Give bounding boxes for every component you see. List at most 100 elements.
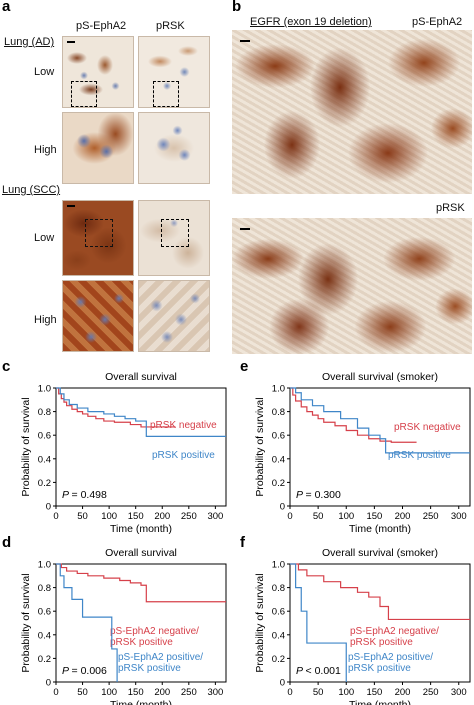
y-tick-label: 0.2 xyxy=(272,654,285,665)
series-label: pS-EphA2 negative/pRSK positive xyxy=(110,626,199,648)
micrograph-egfr-prsk xyxy=(232,218,472,354)
roi-box xyxy=(71,81,97,107)
panel-b-title: EGFR (exon 19 deletion) xyxy=(250,16,372,28)
panel-b-label-ps-epha2: pS-EphA2 xyxy=(412,16,463,28)
y-tick-label: 0.4 xyxy=(38,454,51,465)
group-title-lung-scc: Lung (SCC) xyxy=(2,184,61,196)
chart-title: Overall survival (smoker) xyxy=(322,371,438,383)
x-tick-label: 0 xyxy=(53,511,58,522)
panel-letter-a: a xyxy=(2,0,11,15)
y-tick-label: 0.2 xyxy=(38,654,51,665)
panel-letter-d: d xyxy=(2,534,12,551)
y-tick-label: 0.8 xyxy=(272,407,285,418)
y-tick-label: 0.2 xyxy=(272,478,285,489)
scale-bar xyxy=(67,205,75,207)
y-tick-label: 0.6 xyxy=(272,607,285,618)
series-line-blue xyxy=(290,563,347,682)
x-tick-label: 150 xyxy=(128,687,144,698)
series-label: pRSK positive xyxy=(388,450,451,461)
x-tick-label: 200 xyxy=(395,511,411,522)
x-tick-label: 100 xyxy=(101,511,117,522)
x-tick-label: 200 xyxy=(154,511,170,522)
x-tick-label: 50 xyxy=(313,511,324,522)
col-header-pS-EphA2: pS-EphA2 xyxy=(76,20,127,32)
roi-box xyxy=(153,81,179,107)
scale-bar xyxy=(240,228,250,230)
y-axis-label: Probability of survival xyxy=(20,397,32,496)
y-tick-label: 0.8 xyxy=(38,583,51,594)
x-tick-label: 150 xyxy=(366,511,382,522)
scale-bar xyxy=(67,41,75,43)
x-tick-label: 0 xyxy=(53,687,58,698)
y-tick-label: 0 xyxy=(46,678,51,689)
group-title-lung-ad: Lung (AD) xyxy=(4,36,55,48)
x-tick-label: 150 xyxy=(128,511,144,522)
y-tick-label: 0.4 xyxy=(272,630,285,641)
row-label-high: High xyxy=(34,314,57,326)
x-tick-label: 200 xyxy=(154,687,170,698)
x-axis-label: Time (month) xyxy=(349,523,411,535)
x-tick-label: 250 xyxy=(423,511,439,522)
plot-frame xyxy=(289,563,471,683)
survival-charts: Overall survival 0 0.2 0.4 0.6 0.8 1.0 0 50 100 15… xyxy=(20,371,471,705)
x-tick-label: 50 xyxy=(77,687,88,698)
y-tick-label: 0.4 xyxy=(38,630,51,641)
col-header-pRSK: pRSK xyxy=(156,20,185,32)
y-tick-label: 1.0 xyxy=(38,560,51,571)
roi-box xyxy=(85,219,113,247)
chart-e: Overall survival (smoker) 0 0.2 0.4 0.6 0.8 1.… xyxy=(254,371,471,535)
x-axis-label: Time (month) xyxy=(349,699,411,705)
series-label: pRSK negative xyxy=(394,422,461,433)
y-tick-label: 0.6 xyxy=(38,431,51,442)
series-label: pS-EphA2 positive/pRSK positive xyxy=(348,652,433,674)
micrograph-egfr-ps-epha2 xyxy=(232,30,472,194)
panel-letter-c: c xyxy=(2,358,11,375)
x-tick-label: 150 xyxy=(366,687,382,698)
y-tick-label: 0 xyxy=(46,502,51,513)
x-tick-label: 0 xyxy=(287,687,292,698)
x-tick-label: 300 xyxy=(451,511,467,522)
scale-bar xyxy=(240,40,250,42)
x-tick-label: 50 xyxy=(77,511,88,522)
x-axis-label: Time (month) xyxy=(110,699,172,705)
p-value: P = 0.006 xyxy=(62,665,107,677)
micrograph-scc-low-prsk xyxy=(138,200,210,276)
panel-letter-e: e xyxy=(240,358,249,375)
plot-frame xyxy=(289,387,471,507)
series-line-blue xyxy=(290,387,470,454)
micrograph-ad-low-prsk xyxy=(138,36,210,108)
y-axis-label: Probability of survival xyxy=(20,573,32,672)
x-tick-label: 250 xyxy=(423,687,439,698)
x-axis-label: Time (month) xyxy=(110,523,172,535)
x-tick-label: 100 xyxy=(338,687,354,698)
x-tick-label: 100 xyxy=(338,511,354,522)
y-tick-label: 0 xyxy=(280,678,285,689)
series-line-red xyxy=(56,387,176,428)
x-tick-label: 200 xyxy=(395,687,411,698)
x-tick-label: 250 xyxy=(181,687,197,698)
y-tick-label: 0.8 xyxy=(38,407,51,418)
chart-title: Overall survival xyxy=(105,547,177,559)
chart-title: Overall survival xyxy=(105,371,177,383)
plot-frame xyxy=(55,563,227,683)
y-tick-label: 0.4 xyxy=(272,454,285,465)
x-tick-label: 300 xyxy=(207,511,223,522)
y-axis-label: Probability of survival xyxy=(254,573,266,672)
x-tick-label: 0 xyxy=(287,511,292,522)
y-tick-label: 0.6 xyxy=(38,607,51,618)
series-line-red xyxy=(56,563,226,603)
panel-letter-f: f xyxy=(240,534,245,551)
y-tick-label: 0 xyxy=(280,502,285,513)
series-line-red xyxy=(290,387,417,443)
chart-d: Overall survival 0 0.2 0.4 0.6 0.8 1.0 0 50 100 15… xyxy=(20,547,227,705)
micrograph-ad-high-prsk xyxy=(138,112,210,184)
row-label-low: Low xyxy=(34,66,55,78)
series-label: pRSK positive xyxy=(152,450,215,461)
row-label-low: Low xyxy=(34,232,55,244)
panel-b-label-prsk: pRSK xyxy=(436,202,465,214)
series-label: pS-EphA2 negative/pRSK positive xyxy=(350,626,439,648)
x-tick-label: 300 xyxy=(451,687,467,698)
y-tick-label: 1.0 xyxy=(272,560,285,571)
y-tick-label: 1.0 xyxy=(38,384,51,395)
y-tick-label: 0.2 xyxy=(38,478,51,489)
